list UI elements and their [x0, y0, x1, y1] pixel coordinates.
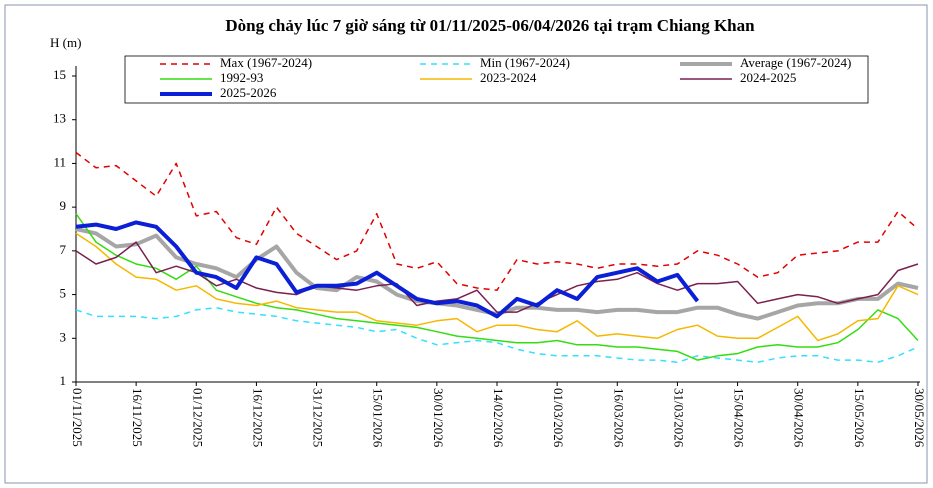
x-tick-label: 15/04/2026 [732, 388, 747, 448]
y-axis-label: H (m) [50, 35, 81, 50]
x-tick-label: 01/12/2025 [190, 388, 205, 447]
x-tick-label: 16/11/2025 [130, 388, 145, 447]
chart-title: Dòng chảy lúc 7 giờ sáng từ 01/11/2025-0… [225, 16, 755, 35]
y-tick-label: 15 [53, 67, 66, 82]
x-tick-label: 01/03/2026 [551, 388, 566, 448]
legend-label: Max (1967-2024) [220, 55, 312, 70]
y-tick-label: 7 [60, 242, 67, 257]
x-tick-label: 16/12/2025 [250, 388, 265, 447]
x-tick-label: 01/11/2025 [70, 388, 85, 447]
x-tick-label: 16/03/2026 [611, 388, 626, 448]
y-tick-label: 5 [60, 286, 67, 301]
legend-label: Average (1967-2024) [740, 55, 851, 70]
x-tick-label: 30/01/2026 [431, 388, 446, 448]
x-tick-label: 31/03/2026 [671, 388, 686, 448]
x-tick-label: 14/02/2026 [491, 388, 506, 448]
series-line [75, 213, 919, 361]
x-tick-label: 30/04/2026 [792, 388, 807, 448]
x-tick-label: 30/05/2026 [912, 388, 927, 448]
x-tick-label: 15/05/2026 [852, 388, 867, 448]
legend-box [124, 55, 869, 104]
series-line [75, 220, 700, 319]
series-line [75, 241, 919, 313]
x-tick-label: 15/01/2026 [371, 388, 386, 448]
series-line [75, 232, 919, 342]
y-tick-label: 11 [53, 154, 66, 169]
series-line [75, 151, 919, 291]
legend-label: 1992-93 [220, 70, 263, 85]
legend-label: 2024-2025 [740, 70, 796, 85]
legend-label: 2025-2026 [220, 85, 277, 100]
x-tick-label: 31/12/2025 [311, 388, 326, 447]
y-tick-label: 1 [60, 373, 67, 388]
legend-label: 2023-2024 [480, 70, 537, 85]
legend-label: Min (1967-2024) [480, 55, 570, 70]
y-tick-label: 9 [60, 198, 67, 213]
y-tick-label: 3 [60, 329, 67, 344]
y-tick-label: 13 [53, 111, 66, 126]
